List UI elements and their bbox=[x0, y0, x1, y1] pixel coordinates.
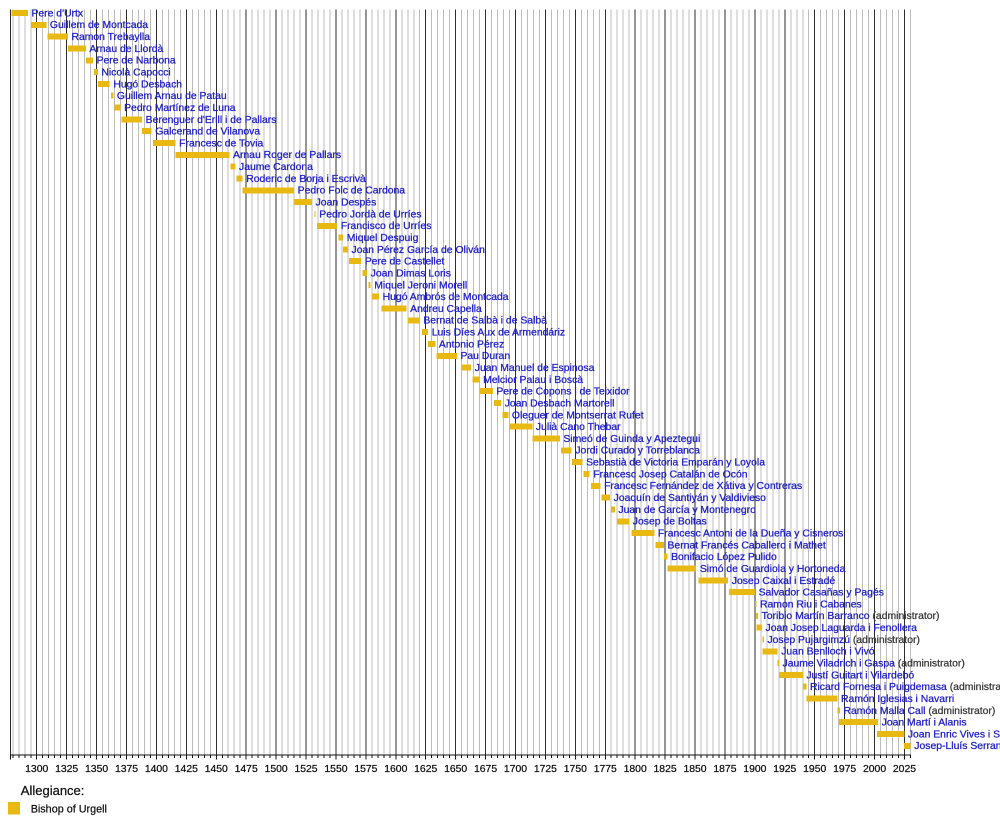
svg-text:Ramón Iglesias i Navarri: Ramón Iglesias i Navarri bbox=[841, 694, 954, 705]
svg-text:Nicolà Capocci: Nicolà Capocci bbox=[101, 68, 170, 79]
svg-text:Joaquín de Santiyán y Valdivie: Joaquín de Santiyán y Valdivieso bbox=[614, 493, 767, 504]
svg-text:1850: 1850 bbox=[683, 764, 706, 775]
svg-text:Ramon Trebaylla: Ramon Trebaylla bbox=[71, 32, 150, 43]
svg-text:Joan Despés: Joan Despés bbox=[316, 198, 377, 209]
svg-text:1525: 1525 bbox=[294, 764, 317, 775]
svg-text:Juan Manuel de Espinosa: Juan Manuel de Espinosa bbox=[475, 363, 595, 374]
svg-text:1450: 1450 bbox=[205, 764, 228, 775]
svg-text:Pere de Castellet: Pere de Castellet bbox=[365, 257, 445, 268]
svg-text:1550: 1550 bbox=[324, 764, 347, 775]
svg-text:Pedro Jordà de Urríes: Pedro Jordà de Urríes bbox=[319, 209, 421, 220]
svg-text:Hugó Ambrós de Montcada: Hugó Ambrós de Montcada bbox=[383, 292, 509, 303]
svg-text:2025: 2025 bbox=[893, 764, 916, 775]
svg-text:1950: 1950 bbox=[803, 764, 826, 775]
svg-text:Andreu Capella: Andreu Capella bbox=[410, 304, 482, 315]
svg-text:1300: 1300 bbox=[25, 764, 48, 775]
svg-text:1825: 1825 bbox=[654, 764, 677, 775]
svg-text:2000: 2000 bbox=[863, 764, 886, 775]
svg-text:Arnau de Llordà: Arnau de Llordà bbox=[89, 44, 163, 55]
svg-text:1625: 1625 bbox=[414, 764, 437, 775]
svg-text:1375: 1375 bbox=[115, 764, 138, 775]
svg-text:Francesc Antoni de la Dueña y: Francesc Antoni de la Dueña y Cisneros bbox=[658, 528, 843, 539]
svg-text:Sebastià de Victoria Emparán y: Sebastià de Victoria Emparán y Loyola bbox=[586, 458, 765, 469]
svg-text:1675: 1675 bbox=[474, 764, 497, 775]
svg-text:Pere de Copons i de Teixidor: Pere de Copons i de Teixidor bbox=[496, 387, 630, 398]
svg-text:Ramon Riu i Cabanes: Ramon Riu i Cabanes bbox=[760, 599, 862, 610]
svg-text:1350: 1350 bbox=[85, 764, 108, 775]
svg-text:Pedro Folc de Cardona: Pedro Folc de Cardona bbox=[298, 186, 406, 197]
svg-text:Roderic de Borja i Escrivà: Roderic de Borja i Escrivà bbox=[246, 174, 366, 185]
svg-text:Miquel Jeroni Morell: Miquel Jeroni Morell bbox=[374, 280, 467, 291]
svg-text:Pere d'Urtx: Pere d'Urtx bbox=[31, 8, 83, 19]
svg-text:Francesc de Tovia: Francesc de Tovia bbox=[179, 138, 263, 149]
svg-text:Berenguer d'Erill i de Pallars: Berenguer d'Erill i de Pallars bbox=[146, 115, 277, 126]
svg-text:Josep de Boltas: Josep de Boltas bbox=[633, 517, 707, 528]
svg-text:Toribio Martín Barranco (admin: Toribio Martín Barranco (administrator) bbox=[762, 611, 940, 622]
svg-text:Pere de Narbona: Pere de Narbona bbox=[97, 56, 176, 67]
svg-text:Bonifacio López Pulido: Bonifacio López Pulido bbox=[671, 552, 777, 563]
svg-text:Pau Duran: Pau Duran bbox=[460, 351, 510, 362]
svg-text:Joan Josep Laguarda i Fenoller: Joan Josep Laguarda i Fenollera bbox=[766, 623, 918, 634]
svg-text:Miquel Despuig: Miquel Despuig bbox=[347, 233, 419, 244]
svg-text:1425: 1425 bbox=[175, 764, 198, 775]
svg-text:Francesc Fernández de Xátiva y: Francesc Fernández de Xátiva y Contreras bbox=[604, 481, 802, 492]
svg-text:Joan Pérez García de Oliván: Joan Pérez García de Oliván bbox=[352, 245, 486, 256]
svg-text:1775: 1775 bbox=[594, 764, 617, 775]
svg-text:1500: 1500 bbox=[265, 764, 288, 775]
svg-text:Joan Martí i Alanis: Joan Martí i Alanis bbox=[882, 718, 967, 729]
svg-text:Pedro Martínez de Luna: Pedro Martínez de Luna bbox=[124, 103, 236, 114]
svg-text:Bernat Francés Caballero i Mat: Bernat Francés Caballero i Mathet bbox=[668, 540, 826, 551]
svg-text:1750: 1750 bbox=[564, 764, 587, 775]
svg-text:Justí Guitart i Vilardebó: Justí Guitart i Vilardebó bbox=[806, 670, 914, 681]
svg-text:Antonio Pérez: Antonio Pérez bbox=[439, 339, 504, 350]
svg-text:Francesc Josep Catalán de Ocón: Francesc Josep Catalán de Ocón bbox=[593, 469, 747, 480]
svg-text:Oleguer de Montserrat Rufet: Oleguer de Montserrat Rufet bbox=[512, 410, 644, 421]
svg-text:Julià Cano Thebar: Julià Cano Thebar bbox=[536, 422, 621, 433]
svg-text:Joan Dimas Loris: Joan Dimas Loris bbox=[371, 268, 451, 279]
svg-text:1800: 1800 bbox=[624, 764, 647, 775]
svg-text:1925: 1925 bbox=[773, 764, 796, 775]
svg-text:Joan Enric Vives i Sicília: Joan Enric Vives i Sicília bbox=[908, 729, 1000, 740]
svg-text:Josep-Lluís Serrano Pentinat: Josep-Lluís Serrano Pentinat bbox=[914, 741, 1000, 752]
svg-text:Luis Díes Aux de Armendáriz: Luis Díes Aux de Armendáriz bbox=[432, 328, 565, 339]
svg-text:Simeó de Guinda y Apeztegui: Simeó de Guinda y Apeztegui bbox=[563, 434, 700, 445]
svg-text:1975: 1975 bbox=[833, 764, 856, 775]
svg-text:Guillem de Montcada: Guillem de Montcada bbox=[50, 20, 148, 31]
svg-text:Ricard Fornesa i Puigdemasa (a: Ricard Fornesa i Puigdemasa (administrat… bbox=[810, 682, 1000, 693]
svg-text:Bernat de Salbà i de Salbà: Bernat de Salbà i de Salbà bbox=[423, 316, 547, 327]
svg-text:1875: 1875 bbox=[713, 764, 736, 775]
svg-text:1575: 1575 bbox=[354, 764, 377, 775]
svg-text:Simó de Guardiola y Hortoneda: Simó de Guardiola y Hortoneda bbox=[700, 564, 846, 575]
svg-text:Ramón Malla Call (administrato: Ramón Malla Call (administrator) bbox=[843, 706, 995, 717]
svg-text:1400: 1400 bbox=[145, 764, 168, 775]
svg-text:Josep Caixal i Estradé: Josep Caixal i Estradé bbox=[732, 576, 836, 587]
svg-text:Allegiance:: Allegiance: bbox=[21, 783, 85, 798]
svg-text:1650: 1650 bbox=[444, 764, 467, 775]
svg-text:Josep Pujargimzú (administrato: Josep Pujargimzú (administrator) bbox=[767, 635, 919, 646]
svg-text:Galcerand de Vilanova: Galcerand de Vilanova bbox=[155, 127, 260, 138]
svg-text:1900: 1900 bbox=[743, 764, 766, 775]
svg-text:1700: 1700 bbox=[504, 764, 527, 775]
svg-text:Juan Benlloch i Vivó: Juan Benlloch i Vivó bbox=[781, 647, 875, 658]
svg-text:Joan Desbach Martorell: Joan Desbach Martorell bbox=[505, 398, 615, 409]
svg-text:Jordi Curado y Torreblanca: Jordi Curado y Torreblanca bbox=[575, 446, 700, 457]
svg-text:Arnau Roger de Pallars: Arnau Roger de Pallars bbox=[233, 150, 341, 161]
svg-text:Hugó Desbach: Hugó Desbach bbox=[113, 79, 182, 90]
svg-text:Juan de García y Montenegro: Juan de García y Montenegro bbox=[618, 505, 756, 516]
svg-text:Jaume Cardona: Jaume Cardona bbox=[239, 162, 313, 173]
svg-text:Melcior Palau i Boscà: Melcior Palau i Boscà bbox=[483, 375, 583, 386]
svg-text:Salvador Casañas y Pagés: Salvador Casañas y Pagés bbox=[759, 588, 884, 599]
svg-text:Guillem Arnau de Patau: Guillem Arnau de Patau bbox=[117, 91, 227, 102]
svg-text:1475: 1475 bbox=[235, 764, 258, 775]
svg-text:1725: 1725 bbox=[534, 764, 557, 775]
svg-text:Jaume Viladrich i Gaspa (admin: Jaume Viladrich i Gaspa (administrator) bbox=[783, 659, 965, 670]
svg-text:1325: 1325 bbox=[55, 764, 78, 775]
svg-text:Bishop of Urgell: Bishop of Urgell bbox=[31, 804, 107, 816]
svg-text:1600: 1600 bbox=[384, 764, 407, 775]
svg-text:Francisco de Urríes: Francisco de Urríes bbox=[341, 221, 432, 232]
